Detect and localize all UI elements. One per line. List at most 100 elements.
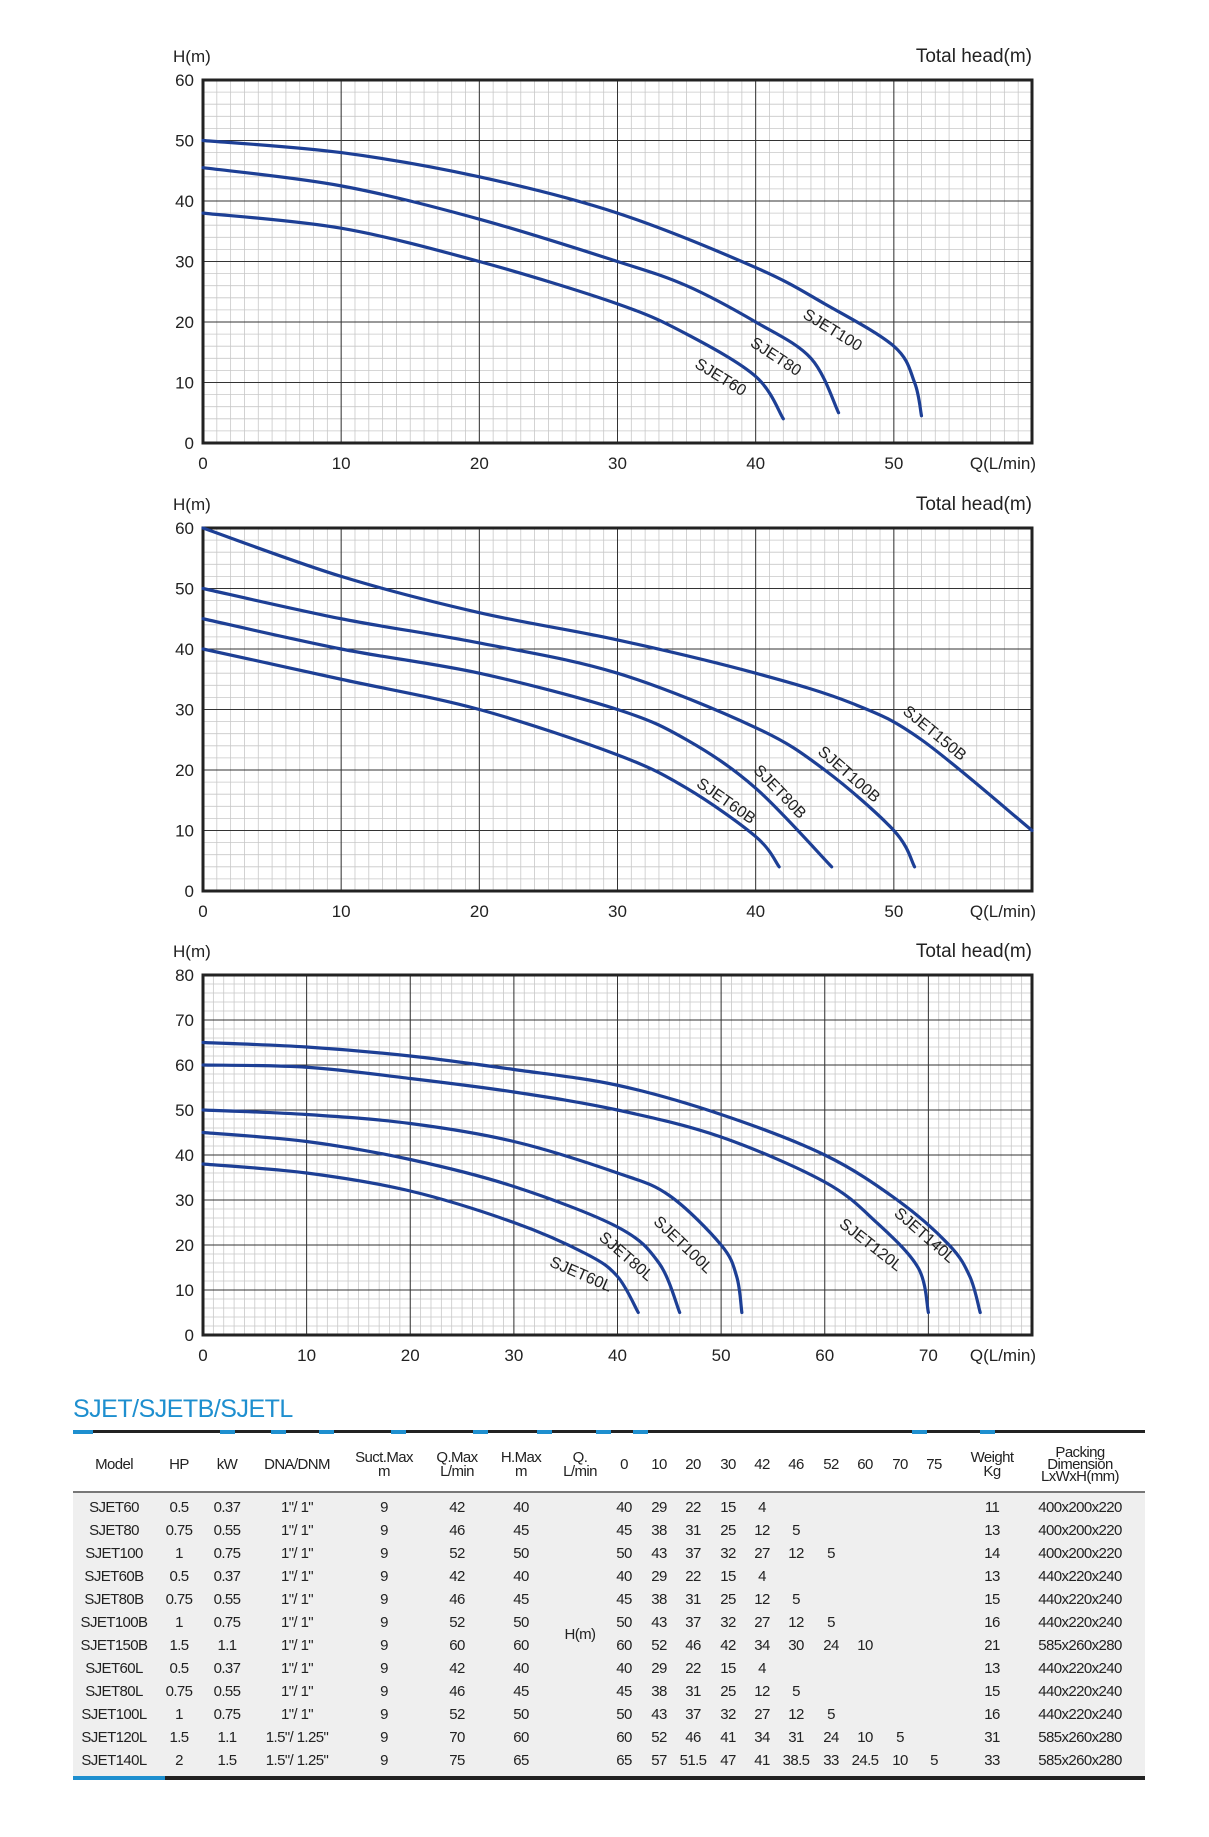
row-head-value: 40: [616, 1568, 632, 1585]
row-dna-dnm: 1"/ 1": [280, 1706, 314, 1723]
row-head-value: 10: [892, 1752, 908, 1769]
curve-sjet100b: [201, 586, 917, 869]
chart-right-title: Total head(m): [916, 46, 1032, 67]
specification-table: Model HP kW DNA/DNM Suct.Max m Q.Max L/min H.Max…: [73, 1430, 1145, 1782]
row-q-max: 52: [449, 1706, 465, 1723]
x-axis-label: Q(L/min): [970, 1346, 1036, 1365]
row-h-max: 40: [513, 1660, 529, 1677]
row-hp: 1.5: [169, 1729, 189, 1746]
x-tick-label: 50: [884, 454, 903, 473]
row-dna-dnm: 1"/ 1": [280, 1545, 314, 1562]
header-q-flow: Q. L/min: [563, 1449, 597, 1480]
row-head-value: 45: [616, 1522, 632, 1539]
row-kw: 0.37: [213, 1660, 241, 1677]
row-dna-dnm: 1"/ 1": [280, 1499, 314, 1516]
x-tick-label: 40: [746, 902, 765, 921]
curve-sjet100: [201, 138, 924, 418]
row-head-value: 60: [616, 1637, 632, 1654]
row-head-value: 29: [651, 1660, 667, 1677]
row-q-max: 46: [449, 1591, 465, 1608]
row-h-max: 50: [513, 1614, 529, 1631]
row-packing-dimension: 585x260x280: [1038, 1729, 1122, 1746]
table-bottom-rule: [73, 1776, 1145, 1780]
table-bottom-accent: [73, 1776, 165, 1780]
y-tick-label: 0: [185, 434, 194, 453]
row-head-value: 43: [651, 1545, 667, 1562]
row-dna-dnm: 1"/ 1": [280, 1683, 314, 1700]
row-dna-dnm: 1.5"/ 1.25": [265, 1752, 329, 1769]
row-dna-dnm: 1"/ 1": [280, 1637, 314, 1654]
table-body-background: [73, 1493, 1145, 1778]
rule-accent-segment: [473, 1430, 488, 1434]
row-dna-dnm: 1"/ 1": [280, 1522, 314, 1539]
row-head-value: 24: [823, 1637, 839, 1654]
y-tick-label: 40: [175, 1146, 194, 1165]
row-head-value: 5: [827, 1614, 835, 1631]
row-packing-dimension: 585x260x280: [1038, 1637, 1122, 1654]
curve-sjet120l: [201, 1063, 930, 1315]
grid: [202, 974, 1033, 1336]
row-head-value: 52: [651, 1637, 667, 1654]
rule-accent-segment: [633, 1430, 648, 1434]
row-h-max: 45: [513, 1522, 529, 1539]
row-hp: 0.5: [169, 1660, 189, 1677]
row-head-value: 27: [754, 1614, 770, 1631]
table-title: SJET/SJETB/SJETL: [73, 1395, 293, 1423]
row-q-max: 46: [449, 1522, 465, 1539]
header-q-max: Q.Max L/min: [436, 1449, 478, 1480]
row-hp: 0.75: [165, 1591, 193, 1608]
row-head-value: 22: [685, 1499, 701, 1516]
row-weight: 14: [984, 1545, 1000, 1562]
row-hp: 1.5: [169, 1637, 189, 1654]
row-head-value: 40: [616, 1660, 632, 1677]
row-head-value: 25: [720, 1522, 736, 1539]
header-dna-dnm: DNA/DNM: [264, 1456, 330, 1473]
row-head-value: 4: [758, 1568, 766, 1585]
y-tick-label: 10: [175, 822, 194, 841]
row-weight: 13: [984, 1568, 1000, 1585]
y-axis-label: H(m): [173, 495, 211, 514]
y-tick-label: 80: [175, 966, 194, 985]
row-head-value: 52: [651, 1729, 667, 1746]
y-tick-label: 20: [175, 313, 194, 332]
row-head-value: 5: [827, 1545, 835, 1562]
row-packing-dimension: 440x220x240: [1038, 1683, 1122, 1700]
row-weight: 15: [984, 1591, 1000, 1608]
row-head-value: 46: [685, 1637, 701, 1654]
row-head-value: 38: [651, 1591, 667, 1608]
row-weight: 13: [984, 1660, 1000, 1677]
x-tick-label: 50: [884, 902, 903, 921]
y-tick-label: 30: [175, 253, 194, 272]
row-head-unit-label: H(m): [564, 1625, 597, 1643]
row-head-value: 29: [651, 1568, 667, 1585]
row-q-max: 70: [449, 1729, 465, 1746]
row-head-value: 32: [720, 1614, 736, 1631]
row-suction-max: 9: [380, 1752, 388, 1769]
row-head-value: 29: [651, 1499, 667, 1516]
header-flow-20: 20: [685, 1456, 701, 1473]
row-h-max: 40: [513, 1568, 529, 1585]
row-head-value: 40: [616, 1499, 632, 1516]
row-kw: 0.75: [213, 1545, 241, 1562]
row-kw: 0.75: [213, 1706, 241, 1723]
y-tick-label: 30: [175, 1191, 194, 1210]
header-model: Model: [95, 1456, 133, 1473]
chart-right-title: Total head(m): [916, 494, 1032, 515]
row-kw: 0.75: [213, 1614, 241, 1631]
y-tick-label: 70: [175, 1011, 194, 1030]
curve-sjet60: [201, 211, 785, 421]
y-tick-label: 20: [175, 1236, 194, 1255]
row-head-value: 24.5: [851, 1752, 879, 1769]
row-head-value: 65: [616, 1752, 632, 1769]
row-h-max: 40: [513, 1499, 529, 1516]
row-head-value: 42: [720, 1637, 736, 1654]
row-head-value: 33: [823, 1752, 839, 1769]
row-head-value: 32: [720, 1706, 736, 1723]
row-head-value: 45: [616, 1591, 632, 1608]
header-hp: HP: [169, 1456, 189, 1473]
row-head-value: 5: [792, 1591, 800, 1608]
x-tick-label: 60: [815, 1346, 834, 1365]
row-dna-dnm: 1"/ 1": [280, 1614, 314, 1631]
x-axis-label: Q(L/min): [970, 902, 1036, 921]
curve-label: SJET100: [800, 306, 865, 355]
